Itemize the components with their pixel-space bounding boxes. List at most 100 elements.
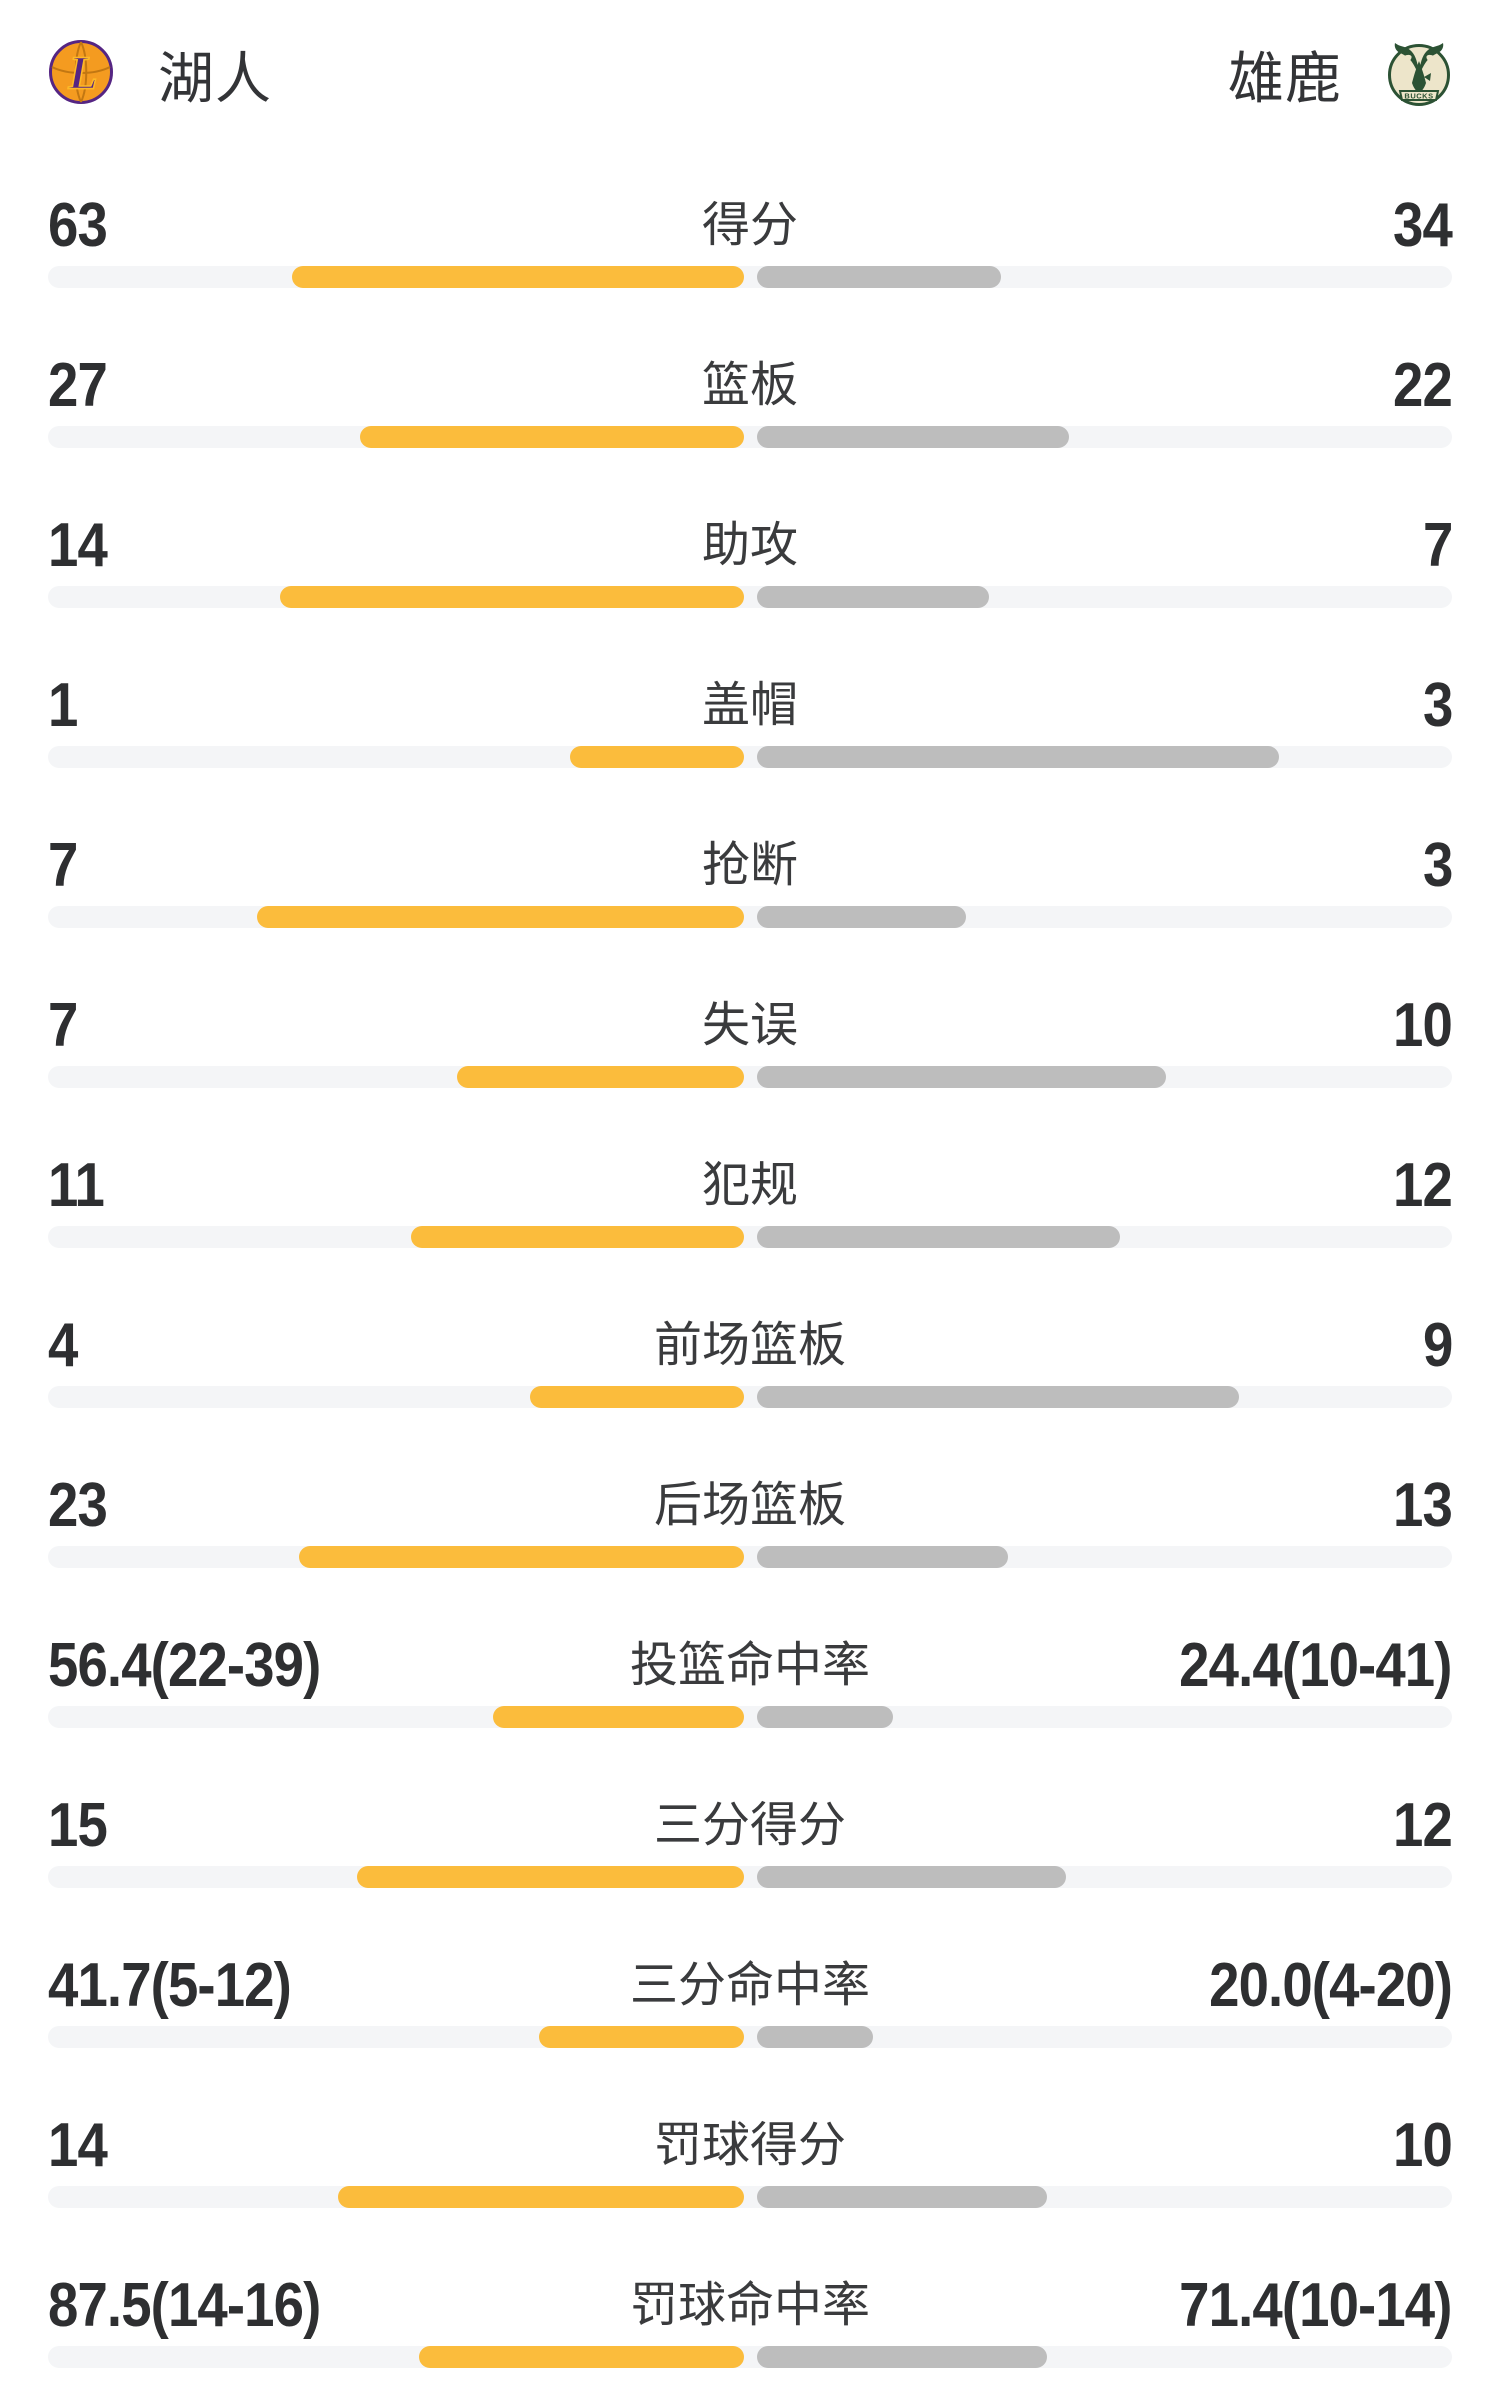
header: L 湖人 雄鹿 BUCKS xyxy=(0,0,1500,120)
stat-value-left: 27 xyxy=(48,351,108,420)
stat-line: 11 犯规 12 xyxy=(48,1150,1453,1222)
stat-bar-right-team xyxy=(757,1546,1008,1568)
stat-line: 14 罚球得分 10 xyxy=(48,2110,1453,2182)
stat-bar-track xyxy=(48,586,1452,608)
stat-label: 得分 xyxy=(701,199,799,252)
stat-value-left: 87.5(14-16) xyxy=(48,2271,321,2340)
stat-row: 27 篮板 22 xyxy=(48,344,1453,504)
stat-value-right: 24.4(10-41) xyxy=(1179,1631,1453,1700)
stat-label: 三分命中率 xyxy=(629,1959,871,2012)
stat-bar-track xyxy=(48,1706,1452,1728)
stat-bar-left-team xyxy=(338,2186,744,2208)
stat-label: 罚球得分 xyxy=(653,2119,847,2172)
stat-line: 15 三分得分 12 xyxy=(48,1790,1453,1862)
stat-bar-track xyxy=(48,1226,1452,1248)
stat-row: 87.5(14-16) 罚球命中率 71.4(10-14) xyxy=(48,2264,1453,2400)
left-team-header: L 湖人 xyxy=(48,34,272,115)
svg-text:L: L xyxy=(67,47,97,100)
stat-label: 盖帽 xyxy=(701,679,799,732)
svg-text:BUCKS: BUCKS xyxy=(1404,91,1433,100)
stat-value-left: 63 xyxy=(48,191,108,260)
stat-bar-track xyxy=(48,266,1452,288)
stat-line: 63 得分 34 xyxy=(48,190,1453,262)
bucks-logo-icon: BUCKS xyxy=(1386,37,1452,112)
stat-value-right: 20.0(4-20) xyxy=(1209,1951,1453,2020)
stat-value-left: 4 xyxy=(48,1311,78,1380)
stat-row: 56.4(22-39) 投篮命中率 24.4(10-41) xyxy=(48,1624,1453,1784)
stat-line: 7 失误 10 xyxy=(48,990,1453,1062)
stat-bar-track xyxy=(48,2186,1452,2208)
stat-value-left: 7 xyxy=(48,991,78,1060)
stat-label: 失误 xyxy=(701,999,799,1052)
stat-bar-right-team xyxy=(757,426,1069,448)
stat-label: 前场篮板 xyxy=(653,1319,847,1372)
stat-bar-track xyxy=(48,1386,1452,1408)
stat-bar-track xyxy=(48,2346,1452,2368)
stat-line: 41.7(5-12) 三分命中率 20.0(4-20) xyxy=(48,1950,1453,2022)
stat-value-left: 23 xyxy=(48,1471,108,1540)
stat-value-left: 14 xyxy=(48,511,108,580)
stat-line: 87.5(14-16) 罚球命中率 71.4(10-14) xyxy=(48,2270,1453,2342)
stat-bar-right-team xyxy=(757,2026,873,2048)
stat-bar-track xyxy=(48,1066,1452,1088)
stat-bar-right-team xyxy=(757,266,1001,288)
stat-bar-right-team xyxy=(757,586,989,608)
stat-value-right: 12 xyxy=(1393,1151,1453,1220)
stat-value-left: 56.4(22-39) xyxy=(48,1631,321,1700)
stat-bar-right-team xyxy=(757,906,966,928)
stat-row: 4 前场篮板 9 xyxy=(48,1304,1453,1464)
stat-row: 63 得分 34 xyxy=(48,184,1453,344)
stat-bar-left-team xyxy=(292,266,744,288)
stat-value-right: 71.4(10-14) xyxy=(1179,2271,1453,2340)
stat-value-left: 41.7(5-12) xyxy=(48,1951,292,2020)
lakers-logo-icon: L xyxy=(48,39,114,110)
stat-bar-right-team xyxy=(757,2186,1047,2208)
stat-label: 篮板 xyxy=(701,359,799,412)
left-team-name: 湖人 xyxy=(158,46,272,110)
stat-label: 后场篮板 xyxy=(653,1479,847,1532)
stat-bar-left-team xyxy=(411,1226,744,1248)
stat-bar-left-team xyxy=(570,746,744,768)
stat-value-right: 13 xyxy=(1393,1471,1453,1540)
stat-bar-left-team xyxy=(280,586,744,608)
stat-line: 1 盖帽 3 xyxy=(48,670,1453,742)
stat-bar-left-team xyxy=(530,1386,744,1408)
stat-bar-track xyxy=(48,746,1452,768)
stat-line: 14 助攻 7 xyxy=(48,510,1453,582)
stat-bar-left-team xyxy=(493,1706,744,1728)
stat-row: 1 盖帽 3 xyxy=(48,664,1453,824)
stat-line: 56.4(22-39) 投篮命中率 24.4(10-41) xyxy=(48,1630,1453,1702)
stat-row: 15 三分得分 12 xyxy=(48,1784,1453,1944)
stat-value-right: 34 xyxy=(1393,191,1453,260)
stat-bar-track xyxy=(48,906,1452,928)
stat-value-right: 22 xyxy=(1393,351,1453,420)
stat-row: 23 后场篮板 13 xyxy=(48,1464,1453,1624)
stat-row: 7 抢断 3 xyxy=(48,824,1453,984)
stat-row: 14 罚球得分 10 xyxy=(48,2104,1453,2264)
stat-value-right: 10 xyxy=(1393,2111,1453,2180)
stat-value-right: 12 xyxy=(1393,1791,1453,1860)
stat-row: 41.7(5-12) 三分命中率 20.0(4-20) xyxy=(48,1944,1453,2104)
stat-value-left: 7 xyxy=(48,831,78,900)
stat-row: 7 失误 10 xyxy=(48,984,1453,1144)
stat-label: 犯规 xyxy=(701,1159,799,1212)
stat-bar-left-team xyxy=(457,1066,744,1088)
stat-label: 投篮命中率 xyxy=(629,1639,871,1692)
stat-value-left: 15 xyxy=(48,1791,108,1860)
stat-value-right: 3 xyxy=(1422,671,1453,740)
stat-bar-left-team xyxy=(299,1546,744,1568)
right-team-name: 雄鹿 xyxy=(1228,46,1342,110)
stat-bar-right-team xyxy=(757,1226,1120,1248)
stat-bar-track xyxy=(48,426,1452,448)
stat-row: 14 助攻 7 xyxy=(48,504,1453,664)
stat-bar-left-team xyxy=(357,1866,744,1888)
stat-label: 三分得分 xyxy=(653,1799,847,1852)
stat-value-right: 10 xyxy=(1393,991,1453,1060)
stat-line: 4 前场篮板 9 xyxy=(48,1310,1453,1382)
stat-value-left: 1 xyxy=(48,671,78,740)
stat-bar-right-team xyxy=(757,1706,893,1728)
stat-bar-right-team xyxy=(757,1386,1239,1408)
stat-value-right: 7 xyxy=(1422,511,1453,580)
stat-bar-track xyxy=(48,2026,1452,2048)
right-team-header: 雄鹿 BUCKS xyxy=(1228,34,1452,115)
